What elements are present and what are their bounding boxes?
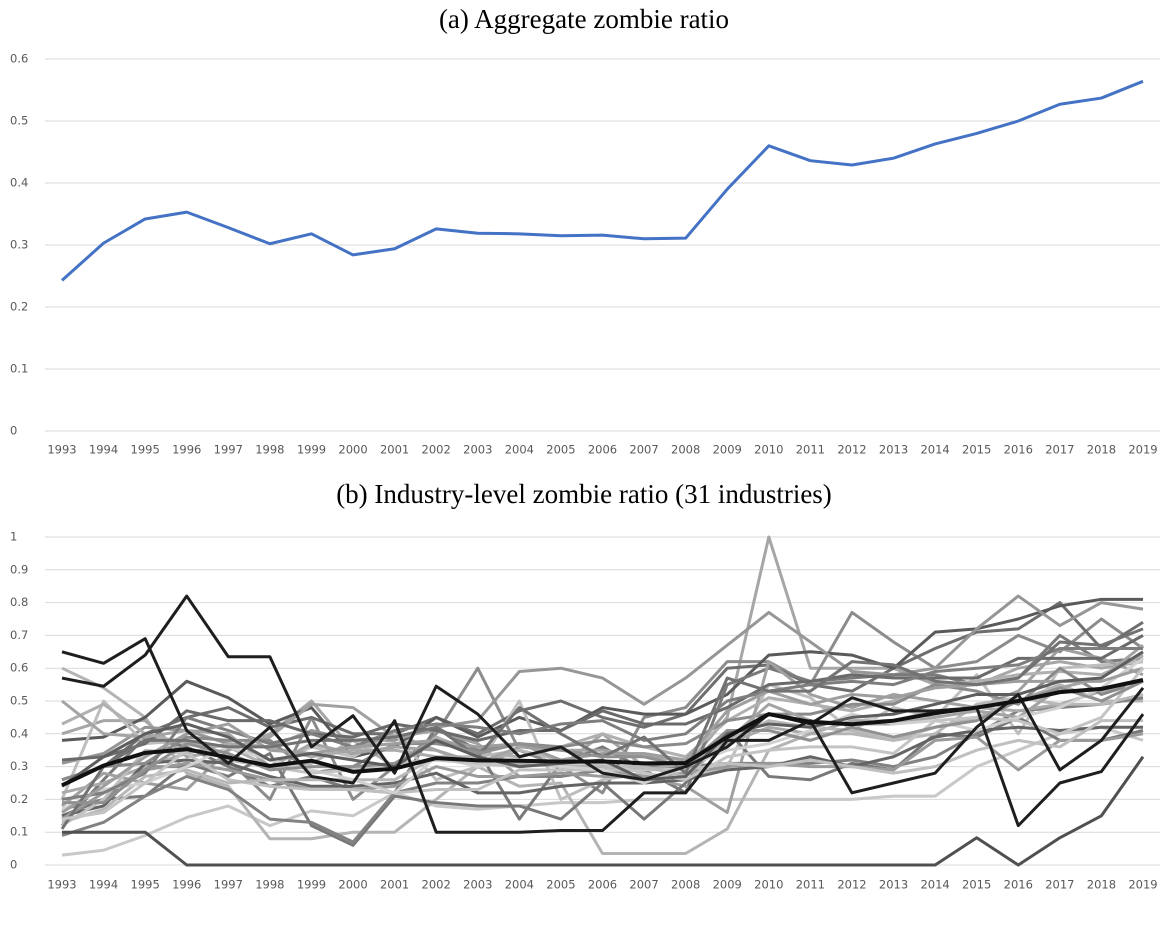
series-line [62, 755, 1145, 867]
x-tick-label: 2001 [380, 878, 409, 892]
y-tick-label: 0.4 [10, 726, 28, 740]
x-tick-label: 2018 [1087, 443, 1116, 457]
x-tick-label: 1998 [255, 443, 284, 457]
y-tick-label: 1 [10, 530, 17, 544]
x-tick-label: 2002 [422, 443, 451, 457]
x-tick-label: 2017 [1045, 878, 1074, 892]
x-tick-label: 1993 [47, 443, 76, 457]
x-tick-label: 2004 [505, 878, 534, 892]
series-line [61, 678, 1144, 788]
series-line [61, 666, 1144, 814]
x-tick-label: 2014 [920, 443, 949, 457]
x-tick-label: 2015 [962, 878, 991, 892]
series-line [61, 597, 1143, 759]
x-tick-label: 2010 [754, 443, 783, 457]
y-tick-label: 0.1 [10, 825, 28, 839]
x-tick-label: 2016 [1004, 878, 1033, 892]
y-tick-label: 0.3 [10, 238, 28, 252]
chart-title: (b) Industry-level zombie ratio (31 indu… [336, 479, 832, 509]
x-tick-label: 2009 [713, 443, 742, 457]
x-tick-label: 1994 [89, 878, 118, 892]
x-tick-label: 2008 [671, 443, 700, 457]
x-tick-label: 2018 [1087, 878, 1116, 892]
series-line [61, 634, 1144, 762]
x-tick-label: 2008 [671, 878, 700, 892]
x-tick-label: 2007 [629, 443, 658, 457]
x-tick-label: 1995 [131, 443, 160, 457]
x-tick-label: 1997 [214, 878, 243, 892]
y-tick-label: 0.1 [10, 362, 28, 376]
y-tick-label: 0.8 [10, 595, 28, 609]
series-line [61, 637, 1145, 834]
series-line [61, 732, 1144, 821]
y-tick-label: 0.5 [10, 694, 28, 708]
series-line [61, 666, 1143, 856]
x-tick-label: 1995 [131, 878, 160, 892]
y-tick-label: 0.3 [10, 759, 28, 773]
x-tick-label: 1998 [255, 878, 284, 892]
y-tick-label: 0.4 [10, 176, 28, 190]
x-tick-label: 2003 [463, 878, 492, 892]
x-tick-label: 1996 [172, 443, 201, 457]
y-tick-label: 0.2 [10, 300, 28, 314]
x-tick-label: 2015 [962, 443, 991, 457]
x-tick-label: 1997 [214, 443, 243, 457]
x-tick-label: 1999 [297, 443, 326, 457]
x-tick-label: 2006 [588, 878, 617, 892]
series-line [61, 647, 1143, 801]
x-tick-label: 1996 [172, 878, 201, 892]
y-tick-label: 0 [10, 858, 17, 872]
y-tick-label: 0.6 [10, 661, 28, 675]
x-tick-label: 2005 [546, 878, 575, 892]
x-tick-label: 1999 [297, 878, 326, 892]
x-tick-label: 2013 [879, 878, 908, 892]
x-tick-label: 2012 [837, 443, 866, 457]
y-tick-label: 0.5 [10, 114, 28, 128]
y-tick-label: 0.2 [10, 792, 28, 806]
x-tick-label: 2006 [588, 443, 617, 457]
x-tick-label: 1994 [89, 443, 118, 457]
x-tick-label: 2000 [338, 443, 367, 457]
x-tick-label: 2011 [796, 878, 825, 892]
x-tick-label: 2014 [920, 878, 949, 892]
x-tick-label: 2017 [1045, 443, 1074, 457]
x-tick-label: 2013 [879, 443, 908, 457]
y-tick-label: 0.7 [10, 628, 28, 642]
series-line [61, 725, 1144, 857]
x-tick-label: 1993 [47, 878, 76, 892]
x-tick-label: 2016 [1004, 443, 1033, 457]
x-tick-label: 2009 [713, 878, 742, 892]
x-tick-label: 2010 [754, 878, 783, 892]
x-tick-label: 2000 [338, 878, 367, 892]
series-line [61, 601, 1144, 782]
x-tick-label: 2011 [796, 443, 825, 457]
x-tick-label: 2005 [546, 443, 575, 457]
y-tick-label: 0 [10, 424, 17, 438]
y-tick-label: 0.6 [10, 52, 28, 66]
x-tick-label: 2003 [463, 443, 492, 457]
series-line [61, 666, 1144, 782]
y-tick-label: 0.9 [10, 562, 28, 576]
x-tick-label: 2002 [422, 878, 451, 892]
x-tick-label: 2012 [837, 878, 866, 892]
x-tick-label: 2001 [380, 443, 409, 457]
series-line [60, 79, 1144, 282]
x-tick-label: 2019 [1128, 443, 1157, 457]
x-tick-label: 2004 [505, 443, 534, 457]
x-tick-label: 2007 [629, 878, 658, 892]
series-line [61, 725, 1143, 818]
chart-title: (a) Aggregate zombie ratio [439, 4, 729, 34]
x-tick-label: 2019 [1128, 878, 1157, 892]
